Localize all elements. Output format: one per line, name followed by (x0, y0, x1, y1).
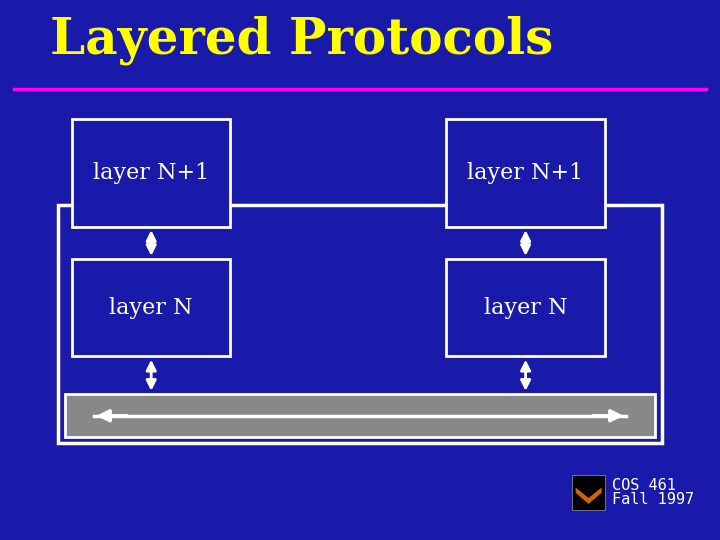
Text: Layered Protocols: Layered Protocols (50, 15, 554, 65)
Polygon shape (576, 488, 602, 504)
Text: layer N+1: layer N+1 (467, 162, 584, 184)
FancyBboxPatch shape (58, 205, 662, 443)
FancyBboxPatch shape (446, 119, 605, 227)
Text: COS 461: COS 461 (612, 478, 676, 493)
Text: layer N: layer N (484, 297, 567, 319)
FancyBboxPatch shape (72, 259, 230, 356)
Text: Fall 1997: Fall 1997 (612, 492, 694, 507)
FancyBboxPatch shape (72, 119, 230, 227)
FancyBboxPatch shape (65, 394, 655, 437)
Text: layer N: layer N (109, 297, 193, 319)
FancyBboxPatch shape (572, 475, 605, 510)
Text: layer N+1: layer N+1 (93, 162, 210, 184)
FancyBboxPatch shape (446, 259, 605, 356)
